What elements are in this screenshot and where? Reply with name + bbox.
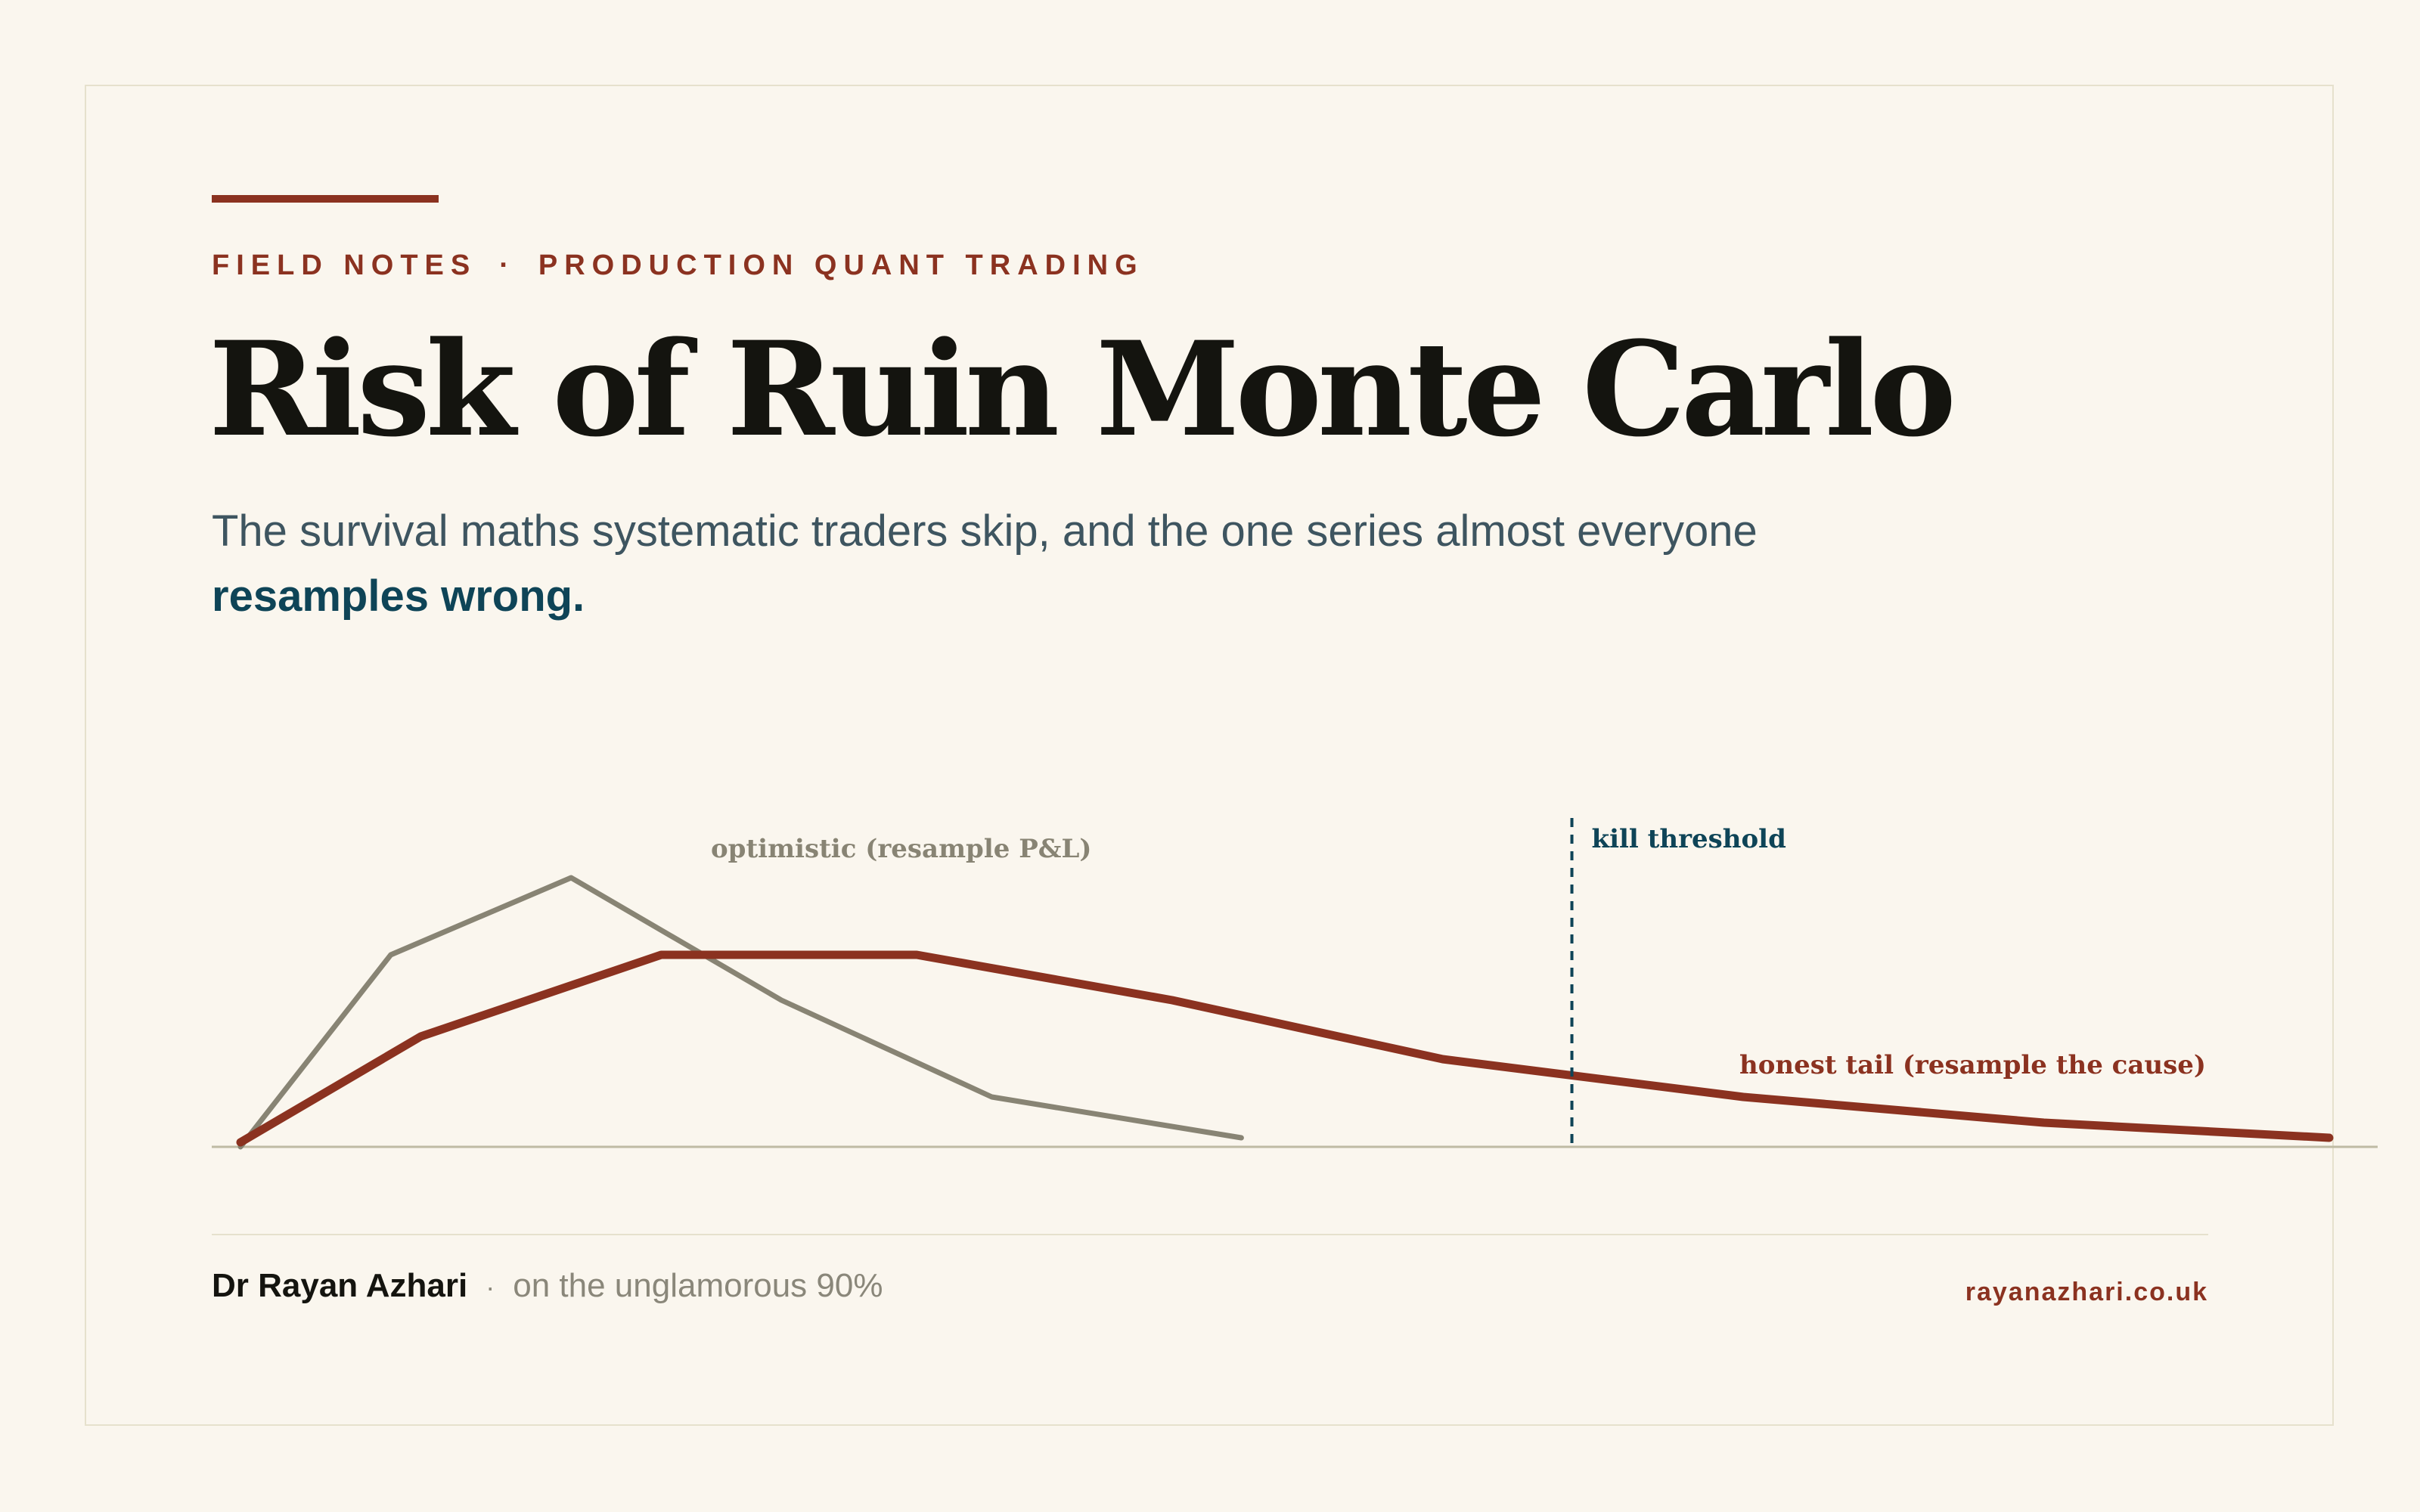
page-title: Risk of Ruin Monte Carlo xyxy=(209,312,1956,466)
kicker-separator: · xyxy=(499,249,516,281)
site-link[interactable]: rayanazhari.co.uk xyxy=(1965,1278,2208,1306)
byline-tagline: on the unglamorous 90% xyxy=(513,1267,883,1304)
author-name: Dr Rayan Azhari xyxy=(212,1267,468,1304)
kicker: FIELD NOTES · PRODUCTION QUANT TRADING xyxy=(212,249,1144,282)
subtitle: The survival maths systematic traders sk… xyxy=(212,499,2027,629)
byline: Dr Rayan Azhari · on the unglamorous 90% xyxy=(212,1267,883,1305)
subtitle-emphasis: resamples wrong. xyxy=(212,572,585,621)
subtitle-text: The survival maths systematic traders sk… xyxy=(212,507,1758,556)
byline-separator: · xyxy=(486,1272,495,1303)
kicker-section: FIELD NOTES xyxy=(212,249,477,281)
accent-rule xyxy=(212,195,439,203)
kicker-topic: PRODUCTION QUANT TRADING xyxy=(538,249,1144,281)
card-frame xyxy=(85,85,2334,1426)
footer-divider xyxy=(212,1234,2208,1235)
